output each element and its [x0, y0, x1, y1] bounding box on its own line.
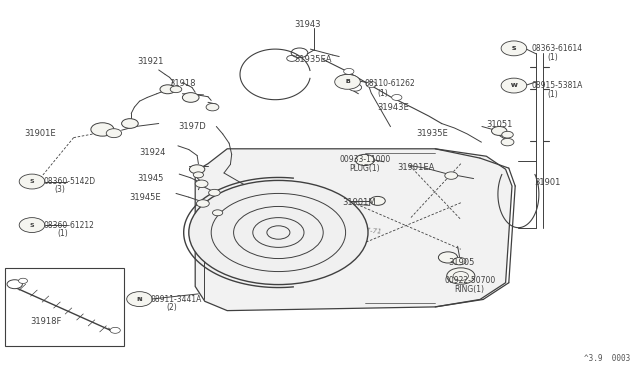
Circle shape	[7, 280, 22, 289]
Text: ^3.9  0003: ^3.9 0003	[584, 354, 630, 363]
Text: S: S	[29, 222, 35, 228]
Circle shape	[122, 119, 138, 128]
Circle shape	[209, 189, 220, 196]
Text: 31905: 31905	[448, 258, 474, 267]
Text: 31935E: 31935E	[416, 129, 448, 138]
Text: W: W	[511, 83, 517, 88]
Text: 3197D: 3197D	[178, 122, 205, 131]
Circle shape	[206, 103, 219, 111]
Text: S: S	[512, 46, 516, 51]
Circle shape	[127, 292, 152, 307]
Text: 31945E: 31945E	[129, 193, 161, 202]
Circle shape	[128, 292, 151, 306]
Circle shape	[447, 268, 475, 284]
Circle shape	[212, 210, 223, 216]
Text: 31901EA: 31901EA	[397, 163, 434, 172]
Text: (2): (2)	[166, 303, 177, 312]
Circle shape	[19, 218, 45, 232]
Circle shape	[110, 327, 120, 333]
Circle shape	[502, 42, 525, 55]
Circle shape	[445, 172, 458, 179]
Circle shape	[501, 138, 514, 146]
Circle shape	[335, 74, 360, 89]
Text: (1): (1)	[378, 89, 388, 97]
Circle shape	[189, 180, 368, 285]
Circle shape	[502, 79, 525, 92]
Circle shape	[195, 180, 208, 187]
Text: N: N	[137, 296, 142, 302]
Text: 31051: 31051	[486, 120, 513, 129]
Bar	[5, 268, 124, 346]
Text: 08915-5381A: 08915-5381A	[531, 81, 582, 90]
Text: 08360-61212: 08360-61212	[44, 221, 94, 230]
Circle shape	[392, 94, 402, 100]
Circle shape	[438, 252, 458, 263]
Text: 00922-50700: 00922-50700	[445, 276, 496, 285]
Text: 31901: 31901	[534, 178, 561, 187]
Text: 31924: 31924	[140, 148, 166, 157]
Circle shape	[91, 123, 114, 136]
Text: 08911-3441A: 08911-3441A	[150, 295, 202, 304]
Circle shape	[453, 257, 466, 265]
Circle shape	[344, 68, 354, 74]
Circle shape	[492, 126, 507, 135]
Circle shape	[366, 81, 376, 87]
Circle shape	[336, 74, 359, 88]
Text: 08363-61614: 08363-61614	[531, 44, 582, 53]
Circle shape	[19, 278, 28, 283]
Text: (1): (1)	[58, 229, 68, 238]
Circle shape	[501, 78, 527, 93]
Circle shape	[355, 154, 374, 166]
Text: 31901M: 31901M	[342, 198, 376, 207]
Text: 08360-5142D: 08360-5142D	[44, 177, 95, 186]
Circle shape	[19, 174, 45, 189]
Text: B: B	[346, 78, 349, 84]
Circle shape	[370, 196, 385, 205]
Circle shape	[160, 85, 175, 94]
Circle shape	[106, 129, 122, 138]
Circle shape	[196, 200, 209, 207]
Circle shape	[453, 272, 468, 280]
Text: RING(1): RING(1)	[454, 285, 484, 294]
Text: 00933-11000: 00933-11000	[339, 155, 390, 164]
Polygon shape	[195, 149, 512, 311]
Text: 31935EA: 31935EA	[294, 55, 332, 64]
Text: (1): (1)	[547, 90, 558, 99]
Text: PLUG(1): PLUG(1)	[349, 164, 380, 173]
Circle shape	[170, 86, 182, 93]
Text: (1): (1)	[547, 53, 558, 62]
Text: D7-71: D7-71	[360, 227, 382, 235]
Circle shape	[193, 172, 204, 178]
Text: (3): (3)	[54, 185, 65, 194]
Circle shape	[501, 41, 527, 56]
Text: W: W	[511, 83, 517, 88]
Text: B: B	[345, 79, 350, 84]
Text: 31921: 31921	[138, 57, 164, 66]
Text: 08110-61262: 08110-61262	[365, 79, 415, 88]
Text: 31943: 31943	[294, 20, 321, 29]
Text: 31901E: 31901E	[24, 129, 56, 138]
Circle shape	[189, 165, 205, 174]
Text: 31918F: 31918F	[31, 317, 62, 326]
Circle shape	[502, 131, 513, 138]
Circle shape	[182, 93, 199, 102]
Text: 31945: 31945	[138, 174, 164, 183]
Text: S: S	[29, 179, 35, 184]
Text: S: S	[511, 46, 516, 51]
Text: 31943E: 31943E	[378, 103, 410, 112]
Text: N: N	[137, 296, 142, 302]
Text: 31918: 31918	[170, 79, 196, 88]
